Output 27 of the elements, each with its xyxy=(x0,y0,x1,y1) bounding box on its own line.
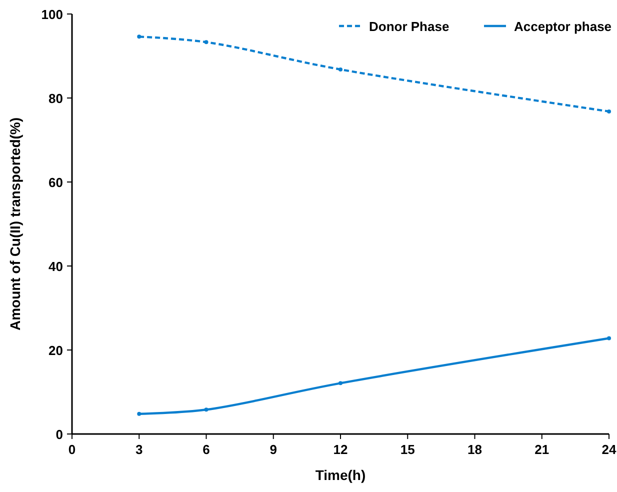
y-tick-label: 100 xyxy=(41,7,63,22)
x-tick-label: 12 xyxy=(333,442,348,457)
y-tick-label: 0 xyxy=(56,427,63,442)
point xyxy=(204,408,208,412)
x-axis-title: Time(h) xyxy=(315,467,366,483)
x-tick-label: 18 xyxy=(468,442,482,457)
y-tick-label: 80 xyxy=(48,91,63,106)
x-tick-label: 21 xyxy=(534,442,550,457)
x-tick-label: 6 xyxy=(202,442,210,457)
x-tick-label: 3 xyxy=(136,442,143,457)
point xyxy=(137,34,142,39)
y-tick-label: 60 xyxy=(48,175,63,190)
point xyxy=(338,381,342,386)
y-tick-label: 40 xyxy=(48,259,63,274)
x-tick-label: 24 xyxy=(602,442,617,457)
legend-label: Donor Phase xyxy=(369,19,450,34)
x-tick-label: 0 xyxy=(68,442,76,457)
point xyxy=(607,109,611,114)
point xyxy=(137,412,142,416)
point xyxy=(607,336,611,340)
x-tick-label: 9 xyxy=(270,442,277,457)
y-tick-label: 20 xyxy=(48,343,63,358)
point xyxy=(204,40,208,44)
point xyxy=(338,67,342,72)
y-axis-title: Amount of Cu(II) transported(%) xyxy=(7,117,23,331)
x-tick-label: 15 xyxy=(400,442,415,457)
legend-label: Acceptor phase xyxy=(514,19,612,34)
